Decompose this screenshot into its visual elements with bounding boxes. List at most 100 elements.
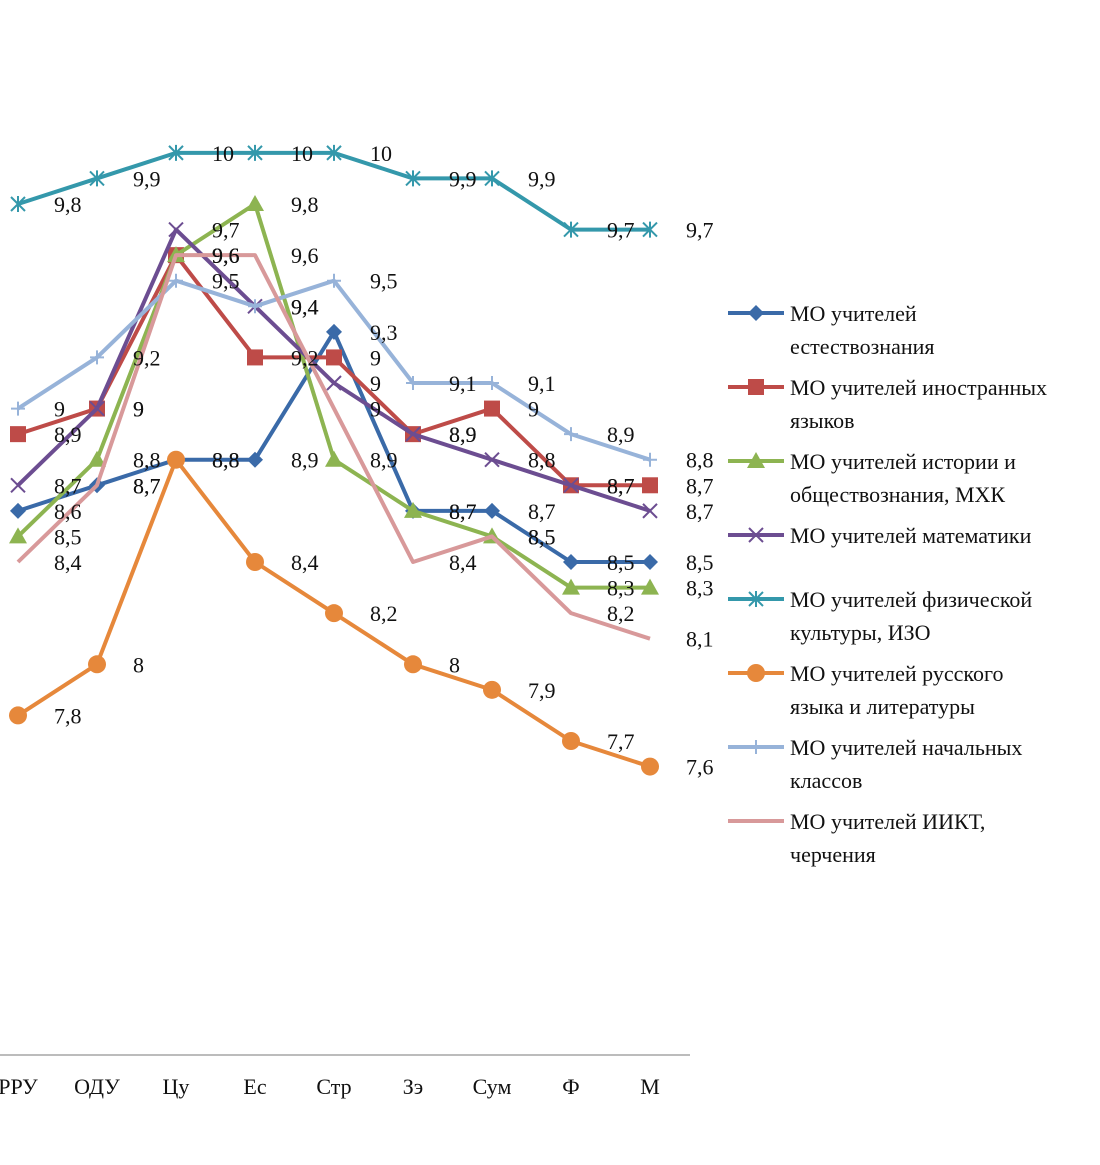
- x-tick-label: Цу: [163, 1074, 190, 1099]
- data-label: 8: [449, 652, 460, 677]
- series-5: [10, 144, 658, 238]
- data-label: 8,2: [370, 601, 398, 626]
- data-label: 8,2: [607, 601, 635, 626]
- data-label: 8,4: [449, 550, 477, 575]
- data-label: 7,6: [686, 755, 714, 780]
- data-point: [562, 578, 580, 595]
- data-point: [89, 400, 105, 417]
- legend-item: МО учителей математики: [728, 523, 1032, 548]
- data-label: 8,3: [607, 576, 635, 601]
- data-point: [642, 554, 658, 570]
- data-label: 7,7: [607, 729, 635, 754]
- data-label: 9,4: [291, 294, 319, 319]
- x-tick-label: Стр: [316, 1074, 351, 1099]
- data-point: [247, 451, 263, 468]
- data-label: 9: [528, 397, 539, 422]
- data-label: 9: [370, 371, 381, 396]
- data-label: 9,9: [133, 166, 161, 191]
- data-label: 7,8: [54, 703, 82, 728]
- data-label: 9,1: [528, 371, 556, 396]
- data-point: [641, 757, 659, 776]
- data-point: [10, 196, 26, 212]
- x-tick-label: ОДУ: [74, 1074, 120, 1099]
- legend-item: МО учителей начальных классов: [728, 735, 1022, 793]
- data-point: [485, 376, 499, 390]
- data-label: 8: [133, 652, 144, 677]
- legend-marker: [747, 452, 765, 468]
- x-tick-label: Ф: [562, 1074, 579, 1099]
- data-label: 9,6: [212, 243, 240, 268]
- data-point: [327, 273, 341, 288]
- data-point: [641, 578, 659, 595]
- data-label: 8,7: [528, 499, 556, 524]
- data-point: [406, 376, 420, 390]
- data-point: [168, 221, 184, 238]
- data-point: [90, 350, 104, 365]
- data-point: [484, 452, 500, 468]
- data-label: 9: [370, 397, 381, 422]
- data-label: 8,9: [607, 422, 635, 447]
- x-tick-label: Ес: [243, 1074, 266, 1099]
- x-tick-label: Зэ: [403, 1074, 423, 1099]
- data-point: [564, 427, 578, 442]
- x-tick-label: РРУ: [0, 1074, 38, 1099]
- data-point: [563, 221, 579, 238]
- legend-label: МО учителей физической: [790, 587, 1032, 612]
- data-point: [247, 144, 263, 161]
- legend-label: языков: [790, 408, 855, 433]
- data-point: [484, 400, 500, 417]
- data-label: 8,8: [133, 448, 161, 473]
- data-point: [11, 401, 25, 416]
- legend-label: МО учителей ИИКТ,: [790, 809, 985, 834]
- data-point: [326, 349, 342, 366]
- data-point: [326, 323, 342, 340]
- data-label: 9,4: [291, 294, 319, 319]
- legend-item: МО учителей истории и обществознания, МХК: [728, 449, 1016, 507]
- data-point: [563, 477, 579, 493]
- data-label: 10: [291, 141, 313, 166]
- data-label: 8,7: [449, 499, 477, 524]
- data-point: [248, 299, 262, 314]
- data-label: 8,5: [686, 550, 714, 575]
- x-tick-label: М: [640, 1074, 660, 1099]
- data-point: [563, 554, 579, 570]
- data-label: 8,8: [212, 448, 240, 473]
- data-label: 8,4: [54, 550, 82, 575]
- data-label: 9: [370, 345, 381, 370]
- legend-item: МО учителей естествознания: [728, 301, 935, 359]
- data-label: 8,5: [607, 550, 635, 575]
- data-label: 8,9: [449, 422, 477, 447]
- data-label: 9,6: [212, 243, 240, 268]
- data-point: [642, 221, 658, 238]
- legend-label: языка и литературы: [790, 694, 975, 719]
- data-label: 8,5: [528, 524, 556, 549]
- data-point: [168, 144, 184, 161]
- x-tick-labels: РРУ ОДУ Цу Ес Стр Зэ Сум Ф М: [0, 1074, 660, 1099]
- series-layer: [9, 144, 659, 776]
- data-label: 10: [212, 141, 234, 166]
- data-point: [246, 553, 264, 571]
- series-line: [16, 253, 651, 641]
- data-label: 9,7: [212, 218, 240, 243]
- data-label: 8,5: [528, 524, 556, 549]
- data-point: [88, 450, 106, 467]
- data-point: [10, 426, 26, 443]
- series-8: [16, 253, 651, 641]
- data-label: 8,9: [370, 448, 398, 473]
- legend-label: МО учителей истории и: [790, 449, 1016, 474]
- data-label: 7,9: [528, 678, 556, 703]
- data-point: [325, 604, 343, 623]
- data-point: [643, 452, 657, 467]
- data-label: 8,4: [291, 550, 319, 575]
- data-label: 9,6: [212, 243, 240, 268]
- legend-marker: [749, 740, 763, 754]
- legend-label: обществознания, МХК: [790, 482, 1005, 507]
- data-point: [404, 655, 422, 674]
- data-label: 9,1: [449, 371, 477, 396]
- legend-label: МО учителей русского: [790, 661, 1003, 686]
- data-label: 8,7: [686, 499, 714, 524]
- data-point: [326, 144, 342, 161]
- series-3: [9, 195, 659, 595]
- data-point: [483, 680, 501, 699]
